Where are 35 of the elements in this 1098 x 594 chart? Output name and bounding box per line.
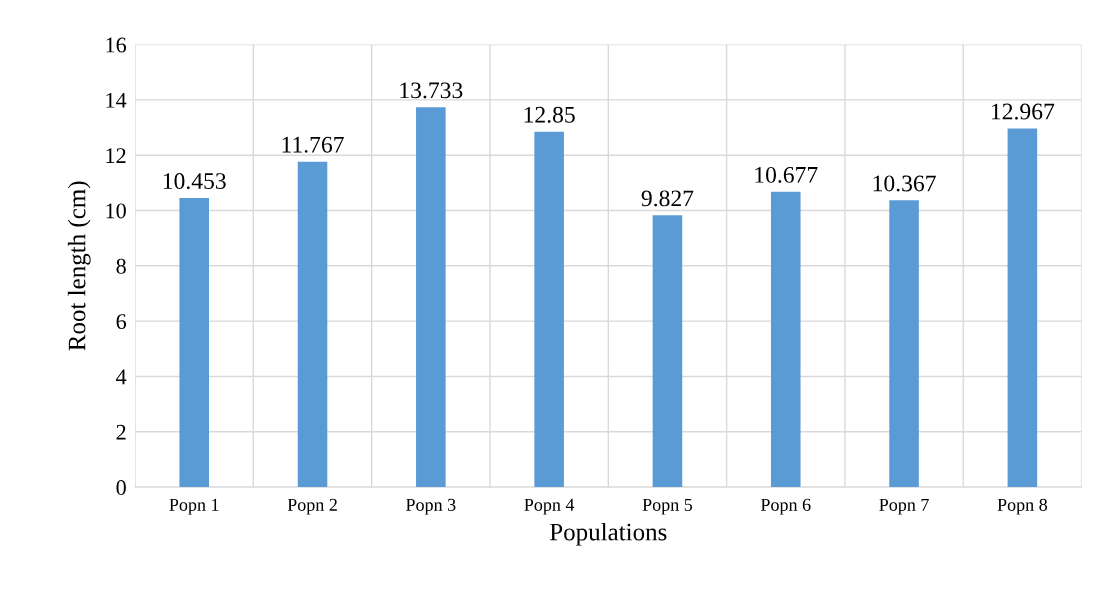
data-label: 13.733 (400, 82, 463, 99)
bar (179, 197, 209, 488)
data-label: 11.767 (282, 136, 344, 153)
y-tick-label: 12 (106, 148, 126, 163)
y-tick-label: 10 (106, 203, 126, 219)
y-tick-label: 14 (106, 92, 127, 108)
data-label: 10.367 (873, 175, 936, 192)
data-label: 9.827 (641, 190, 694, 207)
bar (416, 107, 446, 488)
bar (652, 215, 683, 488)
x-tick-label: Popn 2 (287, 498, 337, 515)
data-label: 12.85 (524, 106, 575, 123)
data-label: 10.677 (755, 166, 818, 183)
y-tick-label: 8 (116, 258, 126, 274)
x-axis-title: Populations (549, 522, 667, 546)
x-tick-label: Popn 4 (524, 498, 575, 515)
x-tick-label: Popn 3 (406, 498, 456, 515)
y-axis-title: Root length (cm) (67, 181, 91, 351)
bar (1007, 128, 1038, 488)
y-tick-label: 16 (106, 37, 127, 53)
x-tick-label: Popn 8 (997, 498, 1048, 515)
y-tick-label: 2 (116, 424, 126, 440)
x-tick-label: Popn 1 (169, 498, 219, 515)
bar (534, 131, 564, 488)
x-tick-label: Popn 7 (879, 498, 929, 515)
x-tick-label: Popn 5 (642, 498, 693, 515)
y-tick-label: 0 (116, 480, 126, 496)
data-label: 10.453 (163, 173, 226, 190)
bar (297, 161, 328, 488)
y-tick-label: 4 (116, 369, 127, 385)
bar (889, 200, 919, 488)
data-label: 12.967 (991, 103, 1055, 120)
bar (770, 191, 801, 488)
y-tick-label: 6 (116, 314, 127, 330)
x-tick-label: Popn 6 (760, 498, 811, 515)
